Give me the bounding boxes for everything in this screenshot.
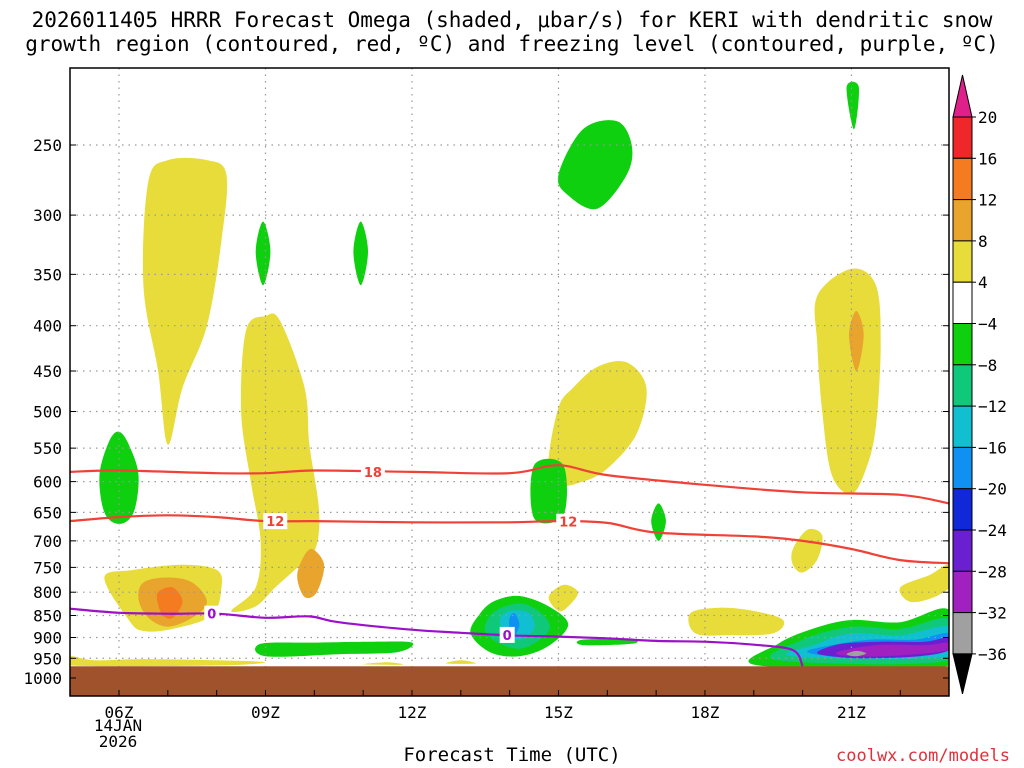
x-tick-label: 18Z bbox=[691, 703, 720, 722]
y-tick-label: 550 bbox=[33, 439, 62, 458]
colorbar-bin bbox=[952, 612, 973, 655]
credit-link[interactable]: coolwx.com/models bbox=[836, 746, 1010, 766]
colorbar-extend-top bbox=[952, 74, 973, 118]
omega-region bbox=[353, 221, 368, 286]
omega-region bbox=[846, 650, 867, 657]
y-tick-label: 650 bbox=[33, 503, 62, 522]
omega-region bbox=[846, 81, 860, 130]
x-tick-label: 15Z bbox=[544, 703, 573, 722]
omega-region bbox=[814, 268, 881, 495]
omega-region bbox=[70, 656, 266, 667]
y-axis: 250 300 350 400 450 500 550 600 650 700 750 800 850 9… bbox=[23, 136, 949, 688]
omega-region bbox=[297, 548, 325, 599]
y-tick-label: 950 bbox=[33, 649, 62, 668]
y-tick-label: 400 bbox=[33, 317, 62, 336]
contour-line bbox=[70, 514, 949, 565]
date-label-day: 14JAN bbox=[93, 716, 143, 735]
omega-region bbox=[557, 120, 633, 210]
omega-region bbox=[576, 638, 638, 646]
contour-labels: 18 12 12 0 0 bbox=[204, 463, 581, 644]
contour-label: 12 bbox=[266, 515, 284, 530]
contour-label-background bbox=[499, 626, 515, 643]
contour-label-background bbox=[204, 605, 220, 622]
contour-label-background bbox=[556, 513, 581, 530]
colorbar-bin bbox=[952, 364, 973, 407]
colorbar-label: −32 bbox=[978, 604, 1007, 623]
contour-label-background bbox=[263, 513, 288, 530]
y-tick-label: 750 bbox=[33, 558, 62, 577]
x-axis-title: Forecast Time (UTC) bbox=[403, 744, 621, 766]
x-tick-label: 09Z bbox=[251, 703, 280, 722]
x-tick-label: 12Z bbox=[398, 703, 427, 722]
y-tick-label: 600 bbox=[33, 473, 62, 492]
colorbar-label: 20 bbox=[978, 108, 997, 127]
y-tick-label: 450 bbox=[33, 362, 62, 381]
y-tick-label: 800 bbox=[33, 583, 62, 602]
omega-region bbox=[548, 584, 579, 612]
contour-label: 18 bbox=[364, 466, 382, 481]
omega-region bbox=[255, 221, 271, 286]
omega-shading bbox=[70, 81, 949, 671]
colorbar-bin bbox=[952, 570, 973, 614]
colorbar-bin bbox=[952, 281, 973, 325]
colorbar-label: −24 bbox=[978, 521, 1007, 540]
y-tick-label: 500 bbox=[33, 403, 62, 422]
colorbar-label: −8 bbox=[978, 356, 997, 375]
colorbar-bin bbox=[952, 116, 973, 159]
contour-label-background bbox=[360, 463, 385, 480]
colorbar-label: 8 bbox=[978, 232, 988, 251]
colorbar: 20 16 12 8 4 −4 −8 −12 −16 −20 −24 −28 −32 −36 bbox=[952, 74, 1007, 695]
omega-region bbox=[445, 660, 476, 664]
omega-region bbox=[530, 458, 567, 524]
colorbar-label: 12 bbox=[978, 191, 997, 210]
chart-title-line-2: growth region (contoured, red, ºC) and f… bbox=[25, 32, 999, 56]
contour-label: 0 bbox=[207, 608, 216, 623]
colorbar-bin bbox=[952, 488, 973, 531]
y-tick-label: 1000 bbox=[23, 669, 62, 688]
contour-line bbox=[70, 464, 949, 505]
date-label-year: 2026 bbox=[98, 732, 138, 751]
colorbar-bin bbox=[952, 323, 973, 366]
colorbar-label: −20 bbox=[978, 480, 1007, 499]
colorbar-bin bbox=[952, 405, 973, 448]
colorbar-label: −4 bbox=[978, 315, 997, 334]
x-axis: 06Z 09Z 12Z 15Z 18Z 21Z bbox=[69, 690, 901, 722]
colorbar-label: −12 bbox=[978, 397, 1007, 416]
y-tick-label: 850 bbox=[33, 607, 62, 626]
omega-region bbox=[142, 157, 228, 445]
omega-region bbox=[255, 641, 414, 657]
colorbar-label: 16 bbox=[978, 149, 997, 168]
colorbar-label: −36 bbox=[978, 645, 1007, 664]
x-tick-label: 06Z bbox=[105, 703, 134, 722]
y-tick-label: 350 bbox=[33, 265, 62, 284]
colorbar-bin bbox=[952, 446, 973, 490]
omega-region bbox=[899, 564, 949, 603]
omega-region bbox=[688, 607, 785, 636]
y-tick-label: 250 bbox=[33, 136, 62, 155]
omega-region bbox=[362, 662, 404, 665]
omega-region bbox=[849, 311, 864, 371]
chart-title-line-1: 2026011405 HRRR Forecast Omega (shaded, … bbox=[31, 8, 993, 32]
grid-lines bbox=[70, 68, 949, 696]
contour-lines bbox=[70, 464, 949, 667]
y-tick-label: 300 bbox=[33, 206, 62, 225]
contour-line bbox=[70, 607, 804, 667]
contour-label: 0 bbox=[503, 629, 512, 644]
colorbar-bin bbox=[952, 529, 973, 572]
colorbar-bin bbox=[952, 199, 973, 242]
colorbar-label: −16 bbox=[978, 438, 1007, 457]
colorbar-label: −28 bbox=[978, 562, 1007, 581]
omega-region bbox=[548, 360, 647, 487]
colorbar-label: 4 bbox=[978, 273, 988, 292]
colorbar-bin bbox=[952, 157, 973, 201]
omega-region bbox=[231, 313, 320, 613]
colorbar-bin bbox=[952, 240, 973, 283]
colorbar-extend-bottom bbox=[952, 653, 973, 695]
y-tick-label: 700 bbox=[33, 532, 62, 551]
x-tick-label: 21Z bbox=[837, 703, 866, 722]
omega-region bbox=[156, 587, 183, 619]
contour-label: 12 bbox=[559, 516, 577, 531]
y-tick-label: 900 bbox=[33, 628, 62, 647]
